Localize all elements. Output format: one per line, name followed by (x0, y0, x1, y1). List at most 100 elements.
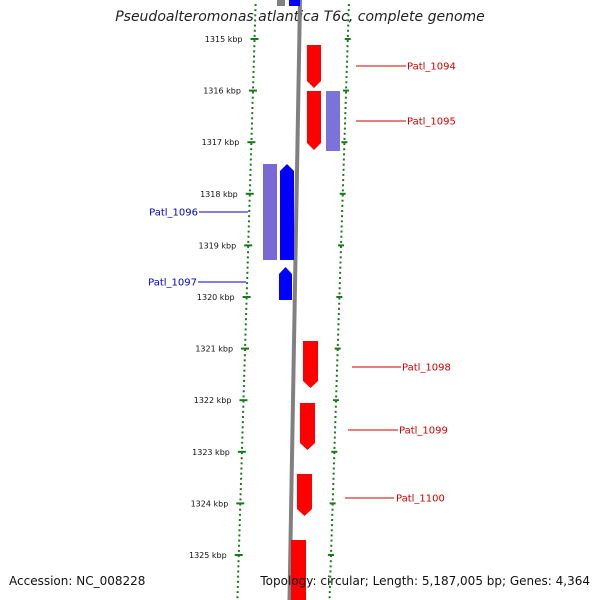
minor-tick (238, 544, 241, 547)
minor-tick (344, 107, 347, 109)
minor-tick (333, 452, 336, 455)
inner-tick-track (327, 4, 351, 599)
minor-tick (347, 14, 350, 17)
minor-tick (347, 4, 350, 6)
gene-arrow-patl-1098[interactable] (303, 341, 318, 388)
minor-tick (345, 86, 348, 89)
minor-tick (236, 591, 239, 594)
minor-tick (240, 452, 243, 455)
minor-tick (244, 318, 247, 321)
minor-tick (338, 276, 341, 279)
minor-tick (244, 333, 247, 336)
gene-label[interactable]: Patl_1094 (407, 62, 456, 73)
minor-tick (250, 122, 253, 125)
minor-tick (250, 127, 253, 130)
gene-box-patl-1095[interactable] (326, 91, 340, 151)
major-tick (247, 141, 256, 144)
gene-arrow-patl-1100[interactable] (297, 474, 312, 516)
minor-tick (341, 194, 344, 197)
minor-tick (334, 405, 337, 408)
minor-tick (246, 256, 249, 259)
minor-tick (336, 343, 339, 346)
minor-tick (244, 338, 247, 341)
gene-arrow-partial[interactable] (291, 540, 306, 600)
minor-tick (330, 534, 333, 537)
gene-box-partial[interactable] (277, 0, 285, 6)
minor-tick (249, 179, 252, 182)
minor-tick (245, 313, 248, 315)
minor-tick (251, 107, 254, 109)
minor-tick (346, 60, 349, 63)
minor-tick (329, 570, 332, 573)
minor-tick (341, 215, 344, 218)
minor-tick (347, 9, 350, 12)
minor-tick (340, 246, 343, 249)
minor-tick (242, 400, 245, 403)
kbp-tick-label: 1323 kbp (192, 448, 230, 457)
minor-tick (345, 65, 348, 68)
minor-tick (335, 395, 338, 398)
minor-tick (332, 472, 335, 475)
minor-tick (340, 220, 343, 223)
minor-tick (331, 513, 334, 516)
minor-tick (334, 400, 337, 403)
minor-tick (243, 359, 246, 362)
minor-tick (330, 529, 333, 532)
minor-tick (253, 55, 256, 58)
minor-tick (343, 137, 346, 140)
minor-tick (239, 498, 242, 501)
gene-arrow-patl-1097[interactable] (279, 267, 292, 300)
minor-tick (341, 189, 344, 192)
minor-tick (254, 4, 257, 6)
minor-tick (238, 534, 241, 537)
minor-tick (345, 76, 348, 79)
minor-tick (241, 441, 244, 444)
minor-tick (252, 70, 255, 73)
minor-tick (328, 596, 331, 599)
gene-box-patl-1096[interactable] (263, 164, 277, 260)
minor-tick (237, 575, 240, 578)
minor-tick (240, 462, 243, 465)
minor-tick (246, 271, 249, 274)
gene-label[interactable]: Patl_1096 (149, 208, 198, 219)
minor-tick (336, 354, 339, 357)
minor-tick (245, 307, 248, 310)
minor-tick (242, 390, 245, 393)
major-tick (336, 296, 343, 298)
gene-label[interactable]: Patl_1095 (407, 117, 456, 128)
minor-tick (238, 519, 241, 521)
minor-tick (238, 529, 241, 532)
minor-tick (242, 395, 245, 398)
minor-tick (331, 498, 334, 501)
major-tick (334, 347, 341, 350)
gene-label[interactable]: Patl_1097 (148, 278, 197, 289)
minor-tick (252, 60, 255, 63)
minor-tick (345, 81, 348, 84)
minor-tick (337, 307, 340, 310)
minor-tick (254, 9, 257, 12)
gene-arrow-patl-1095[interactable] (307, 91, 321, 150)
minor-tick (242, 405, 245, 408)
minor-tick (248, 215, 251, 218)
gene-label[interactable]: Patl_1099 (399, 426, 448, 437)
minor-tick (239, 488, 242, 491)
gene-arrow-patl-1096[interactable] (280, 164, 294, 260)
minor-tick (331, 519, 334, 521)
major-tick (344, 38, 351, 40)
minor-tick (252, 76, 255, 79)
minor-tick (247, 230, 250, 233)
minor-tick (237, 549, 240, 552)
minor-tick (344, 112, 347, 115)
minor-tick (340, 235, 343, 238)
gene-arrow-patl-1099[interactable] (300, 403, 315, 450)
gene-arrow-patl-1094[interactable] (307, 45, 321, 88)
minor-tick (344, 96, 347, 99)
minor-tick (241, 446, 244, 449)
gene-arrow-partial[interactable] (289, 0, 300, 6)
gene-label[interactable]: Patl_1100 (396, 494, 445, 505)
minor-tick (329, 555, 332, 558)
kbp-tick-label: 1320 kbp (197, 293, 235, 302)
major-tick (343, 89, 350, 92)
gene-label[interactable]: Patl_1098 (402, 363, 451, 374)
